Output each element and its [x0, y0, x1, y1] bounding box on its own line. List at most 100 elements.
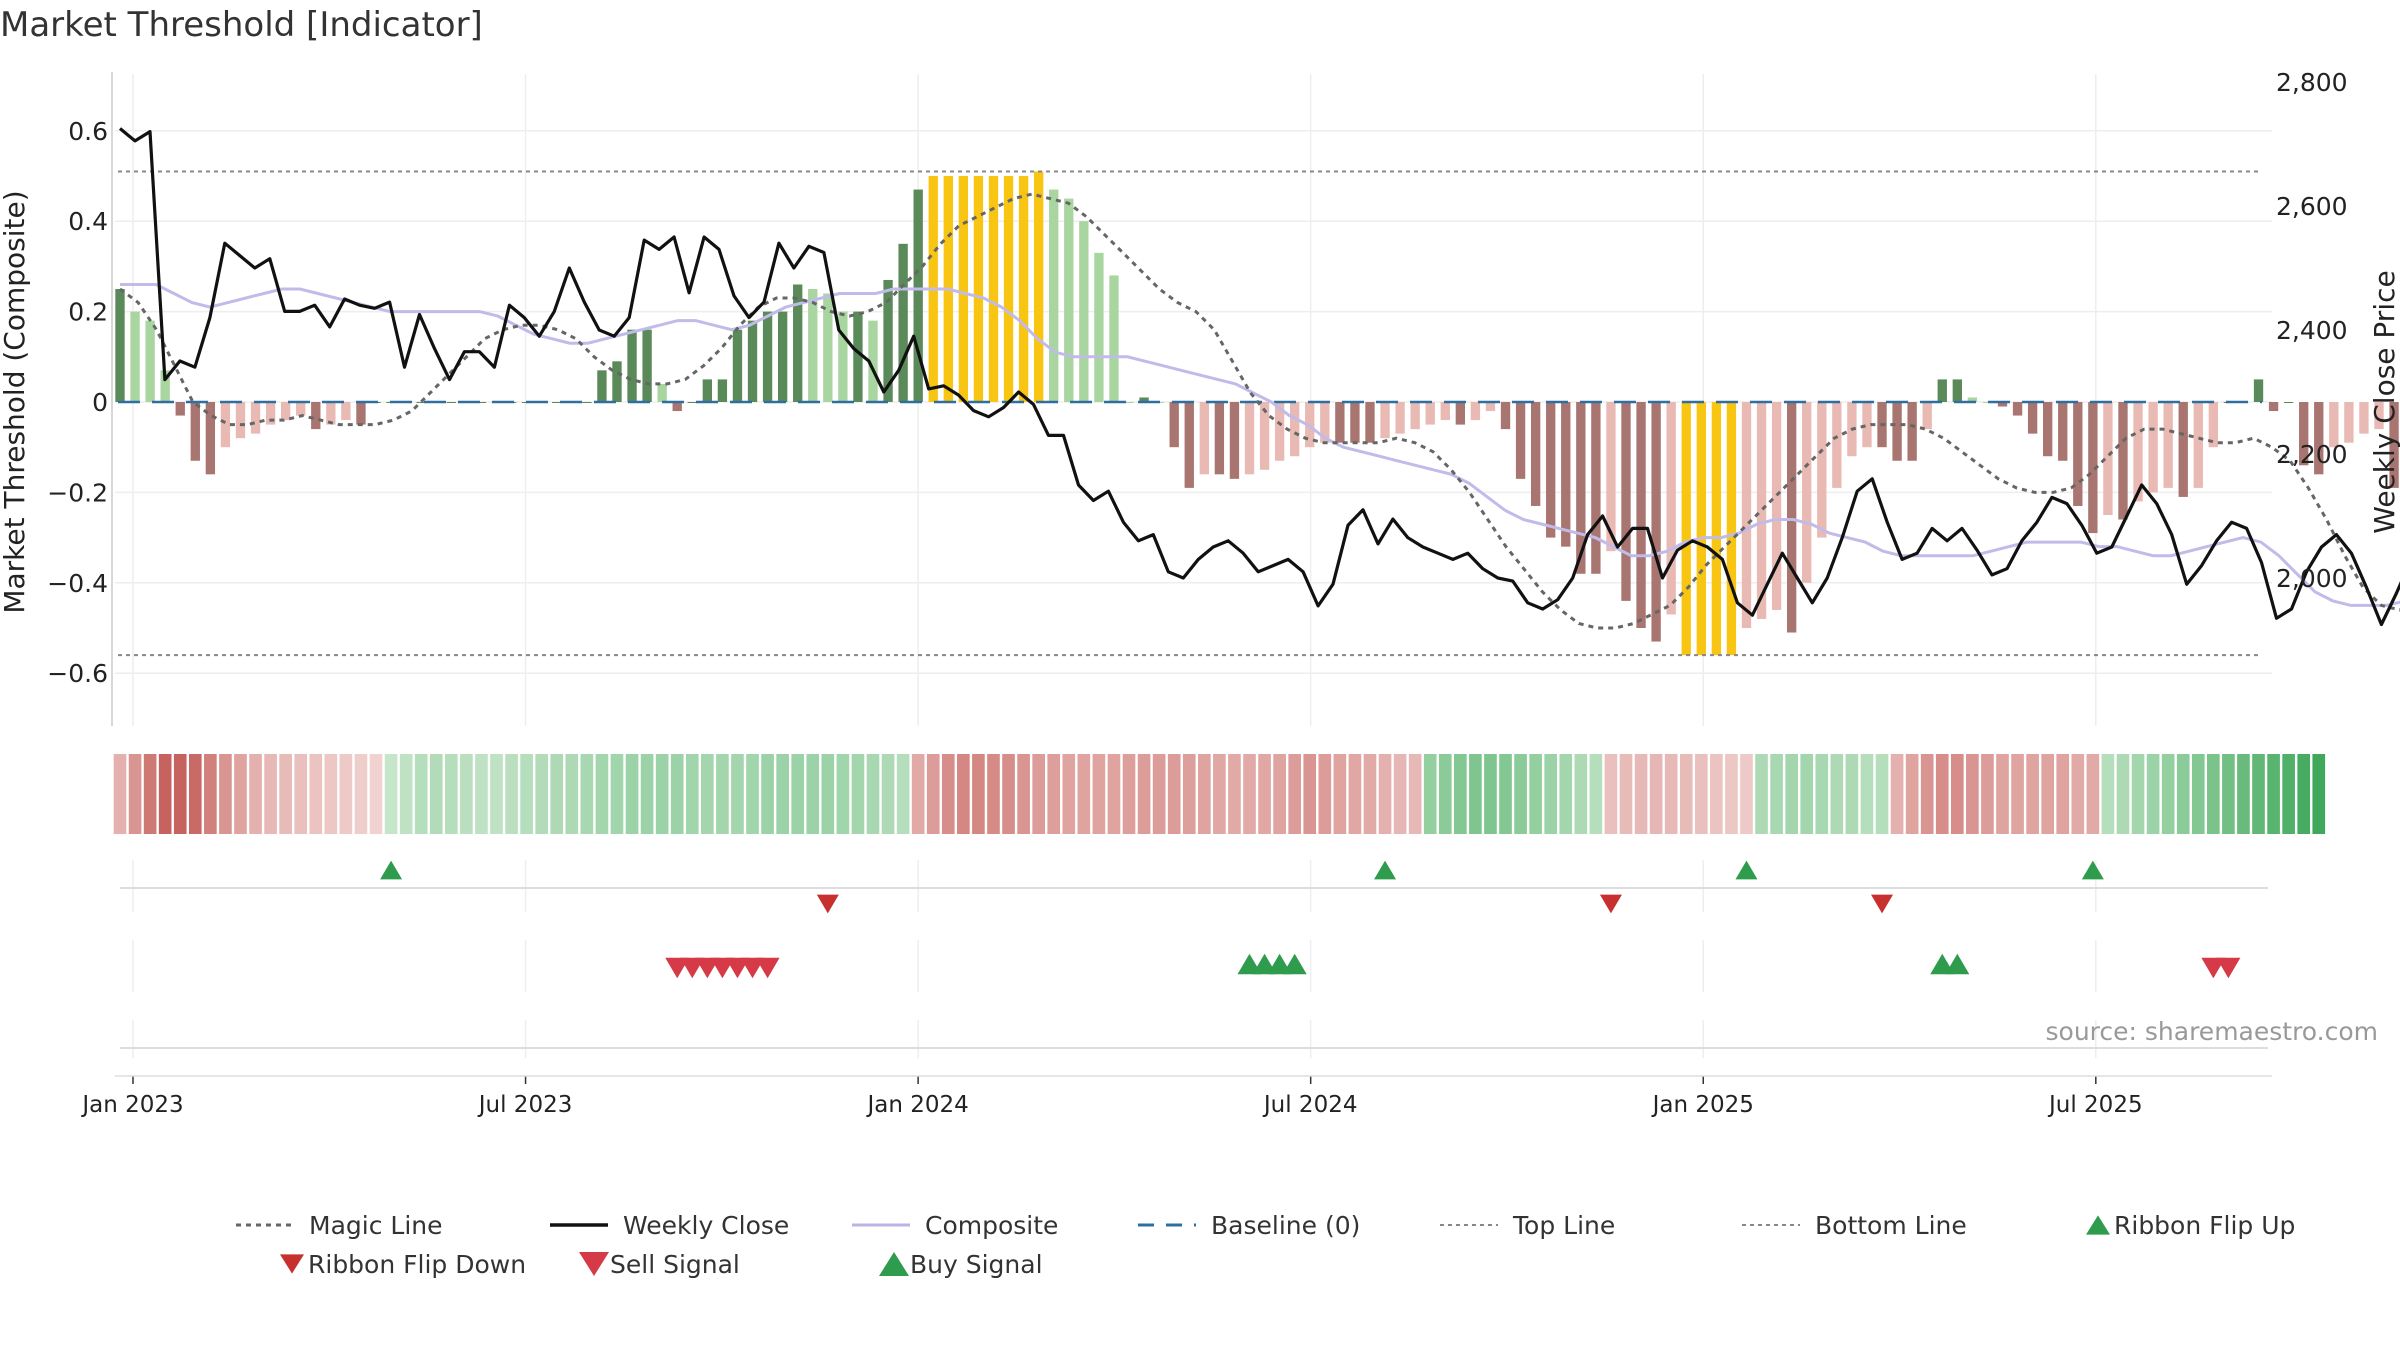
composite-bar	[2148, 402, 2158, 493]
legend-item: Top Line	[1440, 1211, 1615, 1240]
composite-bar	[1124, 402, 1134, 403]
composite-bar	[1214, 402, 1225, 475]
composite-bar	[777, 311, 788, 402]
ribbon-cell	[2071, 754, 2085, 834]
composite-bar	[2283, 402, 2294, 403]
composite-bar	[1952, 379, 1962, 402]
ribbon-cell	[731, 754, 744, 834]
ribbon-cell	[128, 754, 142, 834]
legend-item: Composite	[852, 1211, 1058, 1240]
ribbon-cell	[505, 754, 518, 834]
composite-bar	[853, 311, 863, 402]
composite-bar	[1109, 275, 1119, 402]
composite-bar	[2268, 402, 2279, 412]
composite-bar	[1199, 402, 1209, 475]
ribbon-cell	[851, 754, 865, 834]
ribbon-cell	[1182, 754, 1196, 834]
y-tick-label-left: 0.4	[68, 207, 108, 236]
ribbon-cell	[1423, 754, 1437, 834]
composite-bar	[356, 402, 366, 425]
ribbon-cell	[520, 754, 533, 834]
composite-bar	[416, 402, 426, 403]
ribbon-cell	[188, 754, 202, 834]
composite-bar	[1907, 402, 1917, 461]
composite-bar	[1079, 221, 1089, 402]
composite-bar	[2058, 402, 2068, 461]
ribbon-cell	[941, 754, 955, 834]
ribbon-flip-up-marker	[380, 860, 403, 880]
ribbon-cell	[2011, 754, 2024, 834]
lines-layer	[118, 127, 2400, 657]
ribbon-cell	[1152, 754, 1166, 834]
composite-bar	[642, 329, 652, 402]
composite-bar	[1515, 402, 1526, 479]
ribbon-flip-down-marker	[1871, 894, 1894, 914]
ribbon-cell	[625, 754, 639, 834]
composite-bar	[973, 176, 984, 402]
composite-bar	[1274, 402, 1285, 461]
composite-bar	[687, 402, 697, 403]
composite-bar	[1244, 402, 1255, 475]
composite-bar	[808, 289, 818, 402]
ribbon-cell	[1785, 754, 1798, 834]
ribbon-cell	[1981, 754, 1994, 834]
composite-bar	[1621, 402, 1631, 601]
composite-bar	[1862, 402, 1872, 448]
buy-signal-marker	[1237, 953, 1262, 975]
weekly-close-line	[118, 127, 2400, 627]
ribbon-cell	[1393, 754, 1407, 834]
ribbon-cell	[1649, 754, 1663, 834]
composite-bar	[311, 402, 321, 430]
composite-bar	[1561, 402, 1571, 547]
composite-bar	[1470, 402, 1481, 421]
composite-bar	[1591, 402, 1601, 574]
ribbon-cell	[2297, 754, 2311, 834]
ribbon-cell	[746, 754, 759, 834]
ribbon-cell	[219, 754, 232, 834]
ribbon-cell	[2116, 754, 2130, 834]
composite-bar	[1380, 402, 1390, 439]
ribbon-cell	[1002, 754, 1015, 834]
ribbon-cell	[2026, 754, 2039, 834]
composite-bars	[115, 171, 2399, 656]
ribbon-flip-up-marker	[2081, 860, 2104, 880]
ribbon-cell	[234, 754, 247, 834]
composite-bar	[2314, 402, 2324, 475]
composite-bar	[2344, 402, 2354, 443]
ribbon-cell	[926, 754, 940, 834]
composite-bar	[235, 402, 246, 439]
ribbon-cell	[2146, 754, 2160, 834]
composite-bar	[1681, 402, 1691, 656]
ribbon-cell	[1770, 754, 1783, 834]
composite-bar	[2133, 402, 2143, 502]
composite-bar	[1651, 402, 1661, 642]
composite-bar	[1771, 402, 1782, 610]
ribbon-cell	[1484, 754, 1497, 834]
composite-bar	[1922, 402, 1932, 430]
composite-bar	[1229, 402, 1240, 479]
ribbon-cell	[1634, 754, 1648, 834]
y-tick-label-left: 0.2	[68, 298, 108, 327]
composite-bar	[747, 320, 758, 402]
ribbon-cell	[1213, 754, 1226, 834]
ribbon-cell	[1935, 754, 1949, 834]
composite-bar	[868, 320, 878, 402]
composite-bar	[1094, 252, 1104, 402]
buy-signal-marker	[1945, 953, 1970, 975]
sell-signal-marker	[755, 957, 780, 979]
x-tick-label: Jul 2024	[1262, 1092, 1358, 1118]
ribbon-cell	[580, 754, 594, 834]
ribbon-cell	[429, 754, 443, 834]
ribbon-cell	[490, 754, 503, 834]
ribbon-cell	[2237, 754, 2250, 834]
ribbon-cell	[1122, 754, 1136, 834]
composite-bar	[838, 311, 848, 402]
ribbon-cell	[1333, 754, 1347, 834]
composite-bar	[280, 402, 291, 421]
ribbon-cell	[1830, 754, 1844, 834]
composite-bar	[988, 176, 999, 402]
composite-bar	[1335, 402, 1345, 443]
composite-bar	[1937, 379, 1947, 402]
y-tick-label-left: −0.4	[47, 569, 108, 598]
ribbon-cell	[1860, 754, 1874, 834]
